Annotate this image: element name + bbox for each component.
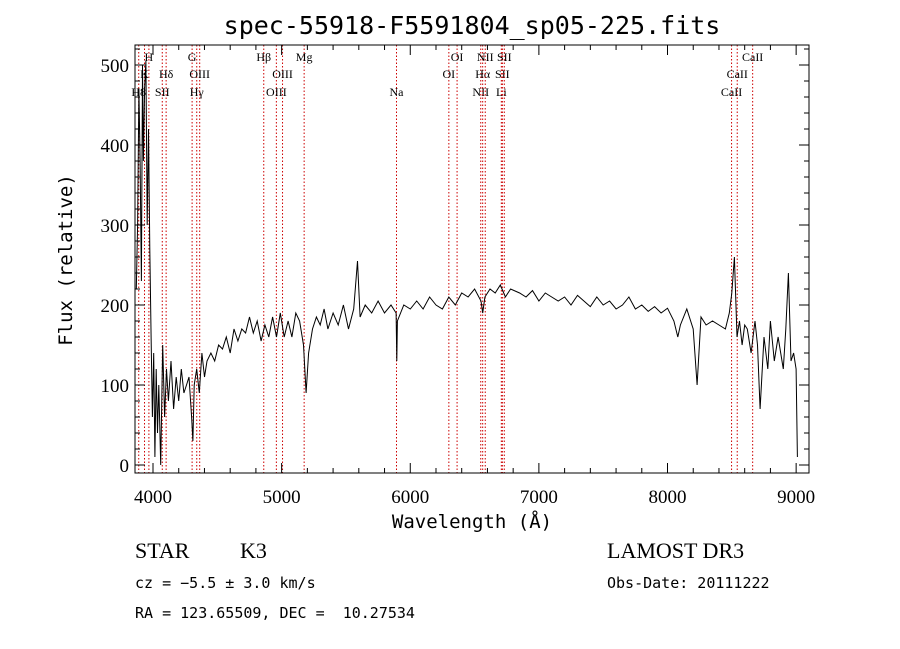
x-tick-label-0: 4000 — [134, 487, 172, 508]
spectrum-curve — [135, 60, 798, 466]
line-label-4: Hδ — [159, 67, 174, 81]
y-tick-label-3: 300 — [101, 216, 130, 237]
line-label-7: OIII — [189, 67, 210, 81]
x-tick-label-3: 7000 — [520, 487, 558, 508]
x-tick-label-4: 8000 — [649, 487, 687, 508]
line-label-16: Hα — [475, 67, 491, 81]
line-label-15: NII — [472, 85, 489, 99]
line-label-14: OI — [451, 50, 464, 64]
object-subclass: K3 — [240, 538, 267, 563]
line-label-19: SII — [495, 67, 510, 81]
line-label-2: H — [145, 50, 154, 64]
line-label-23: CaII — [742, 50, 763, 64]
line-label-17: NII — [477, 50, 494, 64]
x-axis-label: Wavelength (Å) — [392, 510, 552, 533]
redshift-velocity: cz = −5.5 ± 3.0 km/s — [135, 574, 316, 592]
plot-frame — [134, 44, 810, 474]
axis-ticks-layer: 4000 5000 6000 7000 8000 9000 0 100 200 300 400 500 — [101, 45, 815, 508]
x-tick-label-2: 6000 — [391, 487, 429, 508]
line-label-5: G — [188, 50, 197, 64]
y-tick-label-2: 200 — [101, 296, 130, 317]
object-class: STAR — [135, 538, 190, 563]
line-label-6: Hγ — [190, 85, 205, 99]
y-tick-label-0: 0 — [120, 456, 130, 477]
x-tick-label-1: 5000 — [263, 487, 301, 508]
line-label-9: OIII — [266, 85, 287, 99]
x-tick-label-5: 9000 — [777, 487, 815, 508]
emission-lines-layer: H8KHSIIHδGHγOIIIHβOIIIOIIIMgNaOIOINIIHαN… — [131, 45, 763, 473]
line-label-12: Na — [389, 85, 404, 99]
line-label-13: OI — [443, 67, 456, 81]
survey-name: LAMOST DR3 — [607, 538, 745, 563]
line-label-21: CaII — [721, 85, 742, 99]
y-tick-label-1: 100 — [101, 376, 130, 397]
line-label-18: Li — [496, 85, 507, 99]
y-tick-label-4: 400 — [101, 136, 130, 157]
coordinates: RA = 123.65509, DEC = 10.27534 — [135, 604, 415, 622]
observation-date: Obs-Date: 20111222 — [607, 574, 770, 592]
spectrum-curve-layer — [135, 60, 798, 466]
line-label-20: SII — [497, 50, 512, 64]
line-label-10: OIII — [272, 67, 293, 81]
line-label-22: CaII — [727, 67, 748, 81]
line-label-8: Hβ — [256, 50, 271, 64]
y-tick-label-5: 500 — [101, 56, 130, 77]
y-axis-label: Flux (relative) — [55, 174, 77, 346]
line-label-1: K — [140, 67, 149, 81]
chart-title: spec-55918-F5591804_sp05-225.fits — [224, 11, 721, 40]
line-label-11: Mg — [296, 50, 313, 64]
line-label-3: SII — [155, 85, 170, 99]
